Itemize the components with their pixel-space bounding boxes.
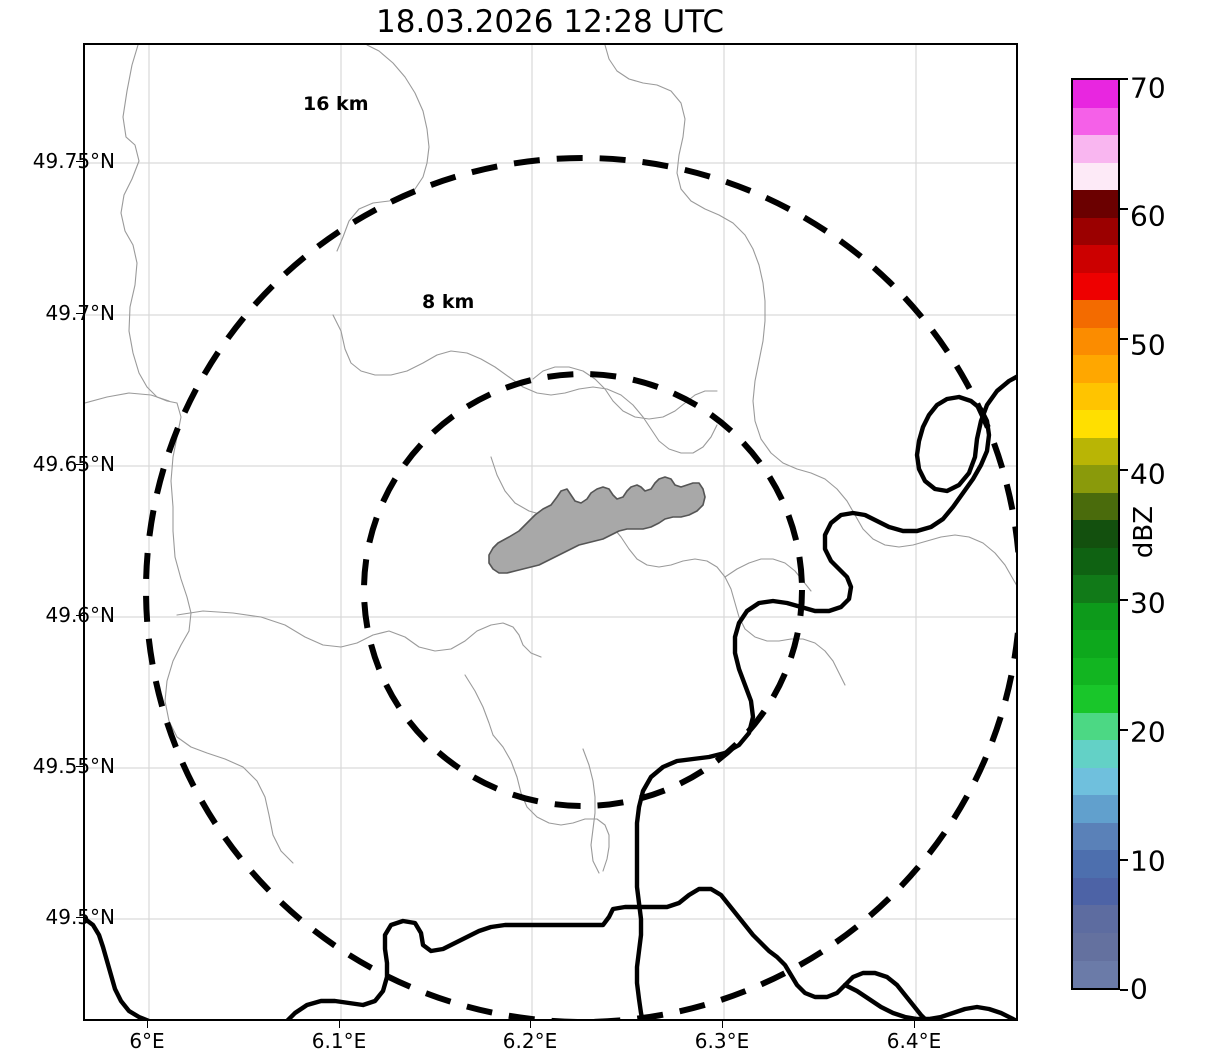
colorbar-band: [1073, 932, 1118, 961]
colorbar-band: [1073, 382, 1118, 411]
colorbar-band: [1073, 712, 1118, 741]
colorbar-ticklabel-0: 0: [1130, 972, 1148, 1006]
admin-boundaries: [85, 45, 1016, 874]
colorbar-tick-30: [1120, 599, 1128, 601]
x-axis-label-6-1: 6.1°E: [311, 1029, 367, 1053]
colorbar-band: [1073, 877, 1118, 906]
colorbar-band: [1073, 437, 1118, 466]
colorbar-band: [1073, 492, 1118, 521]
water-body-polygon: [488, 476, 706, 574]
colorbar-ticklabel-50: 50: [1130, 328, 1166, 362]
map-plot-area[interactable]: [83, 43, 1018, 1021]
colorbar-band: [1073, 300, 1118, 328]
colorbar-ticklabel-70: 70: [1130, 71, 1166, 105]
colorbar-band: [1073, 107, 1118, 136]
colorbar-band: [1073, 410, 1118, 438]
colorbar-band: [1073, 685, 1118, 713]
colorbar-band: [1073, 245, 1118, 273]
colorbar-tick-40: [1120, 469, 1128, 471]
y-axis-label-49-7: 49.7°N: [45, 301, 116, 325]
y-tick-mark: [76, 615, 83, 616]
range-ring-8km: [361, 371, 805, 809]
colorbar-band: [1073, 355, 1118, 383]
y-tick-mark: [76, 313, 83, 314]
colorbar-ticklabel-30: 30: [1130, 586, 1166, 620]
colorbar-tick-0: [1120, 989, 1128, 991]
y-axis-label-49-55: 49.55°N: [32, 754, 115, 778]
colorbar-ticklabel-10: 10: [1130, 844, 1166, 878]
x-axis-label-6-3: 6.3°E: [694, 1029, 750, 1053]
colorbar-band: [1073, 162, 1118, 191]
colorbar-tick-60: [1120, 208, 1128, 210]
colorbar-tick-70: [1120, 78, 1128, 80]
country-borders: [85, 374, 1016, 1019]
colorbar-band: [1073, 602, 1118, 631]
colorbar-gradient-strip: [1073, 80, 1118, 989]
colorbar-band: [1073, 575, 1118, 603]
colorbar-band: [1073, 740, 1118, 768]
colorbar-tick-20: [1120, 729, 1128, 731]
x-axis-label-6-2: 6.2°E: [502, 1029, 558, 1053]
colorbar-band: [1073, 465, 1118, 493]
x-tick-mark: [339, 1021, 340, 1028]
colorbar-ticklabel-60: 60: [1130, 199, 1166, 233]
colorbar-band: [1073, 520, 1118, 548]
x-tick-mark: [530, 1021, 531, 1028]
colorbar-axis-label: dBZ: [1129, 505, 1159, 559]
colorbar-tick-10: [1120, 859, 1128, 861]
y-tick-mark: [76, 464, 83, 465]
range-rings: [143, 155, 1016, 1019]
x-axis-label-6-4: 6.4°E: [886, 1029, 942, 1053]
colorbar-band: [1073, 327, 1118, 356]
colorbar-band: [1073, 217, 1118, 246]
colorbar-band: [1073, 630, 1118, 658]
colorbar-band: [1073, 135, 1118, 163]
y-axis-label-49-6: 49.6°N: [45, 603, 116, 627]
colorbar-band: [1073, 272, 1118, 301]
x-tick-mark: [914, 1021, 915, 1028]
y-axis-label-49-65: 49.65°N: [32, 452, 115, 476]
y-axis-label-49-5: 49.5°N: [45, 905, 116, 929]
colorbar-ticklabel-40: 40: [1130, 457, 1166, 491]
x-axis-label-6: 6°E: [129, 1029, 165, 1053]
y-tick-mark: [76, 917, 83, 918]
colorbar-tick-50: [1120, 338, 1128, 340]
colorbar[interactable]: [1071, 78, 1120, 990]
y-tick-mark: [76, 161, 83, 162]
colorbar-band: [1073, 80, 1118, 108]
range-ring-label-16km: 16 km: [303, 93, 369, 115]
colorbar-ticklabel-20: 20: [1130, 715, 1166, 749]
range-ring-16km: [143, 155, 1016, 1019]
colorbar-band: [1073, 960, 1118, 989]
colorbar-band: [1073, 547, 1118, 576]
colorbar-band: [1073, 850, 1118, 878]
x-tick-mark: [722, 1021, 723, 1028]
colorbar-band: [1073, 190, 1118, 218]
page-title: 18.03.2026 12:28 UTC: [376, 4, 724, 40]
colorbar-band: [1073, 767, 1118, 796]
range-ring-label-8km: 8 km: [422, 291, 475, 313]
x-tick-mark: [147, 1021, 148, 1028]
y-tick-mark: [76, 766, 83, 767]
colorbar-band: [1073, 657, 1118, 686]
y-axis-label-49-75: 49.75°N: [32, 149, 115, 173]
colorbar-band: [1073, 905, 1118, 933]
colorbar-band: [1073, 795, 1118, 823]
colorbar-band: [1073, 822, 1118, 851]
map-canvas: [85, 45, 1016, 1019]
